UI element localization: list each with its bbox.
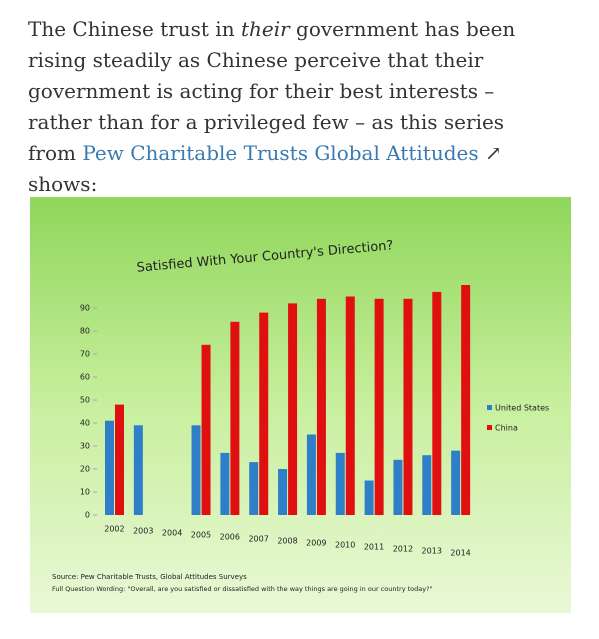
x-tick-label: 2008	[277, 537, 297, 546]
y-tick-label: 20	[80, 465, 90, 474]
x-tick-label: 2006	[220, 533, 240, 542]
chart: Satisfied With Your Country's Direction?…	[30, 197, 571, 613]
bar	[403, 298, 413, 515]
text: ↗	[478, 141, 502, 165]
bar	[306, 434, 316, 515]
bar	[316, 298, 326, 515]
source: Source: Pew Charitable Trusts, Global At…	[52, 573, 247, 581]
text: government has been rising steadily as C…	[28, 17, 516, 165]
x-tick-label: 2010	[335, 541, 355, 550]
legend-swatch	[487, 425, 492, 430]
x-tick-label: 2014	[450, 549, 470, 558]
bar	[201, 344, 211, 515]
bar	[278, 469, 288, 515]
bar	[230, 321, 240, 515]
text: The Chinese trust in	[28, 17, 241, 41]
bar	[461, 285, 471, 515]
x-tick-label: 2013	[422, 547, 442, 556]
x-tick-label: 2011	[364, 543, 384, 552]
x-tick-label: 2003	[133, 527, 153, 536]
bar	[374, 298, 384, 515]
x-tick-label: 2002	[104, 525, 124, 534]
x-tick-label: 2007	[248, 535, 268, 544]
legend-label: China	[495, 424, 518, 433]
x-tick-label: 2012	[393, 545, 413, 554]
bar	[259, 312, 269, 515]
y-tick-label: 40	[80, 419, 90, 428]
legend-label: United States	[495, 404, 549, 413]
bar	[105, 420, 114, 515]
bar	[115, 404, 124, 515]
x-tick-label: 2005	[191, 531, 211, 540]
bar	[191, 425, 201, 515]
bar	[220, 452, 230, 515]
y-tick-label: 60	[80, 373, 90, 382]
y-tick-label: 10	[80, 488, 90, 497]
legend-swatch	[487, 405, 492, 410]
y-tick-label: 70	[80, 350, 90, 359]
link[interactable]: Pew Charitable Trusts Global Attitudes	[82, 141, 479, 165]
bar	[432, 291, 442, 515]
bar	[288, 303, 298, 515]
bar	[249, 462, 259, 515]
y-tick-label: 90	[80, 304, 90, 313]
bar	[335, 452, 345, 515]
text: shows:	[28, 172, 98, 196]
x-tick-label: 2004	[162, 529, 182, 538]
bar	[364, 480, 374, 515]
bar	[133, 425, 143, 515]
bar	[393, 459, 403, 515]
y-tick-label: 30	[80, 442, 90, 451]
x-tick-label: 2009	[306, 539, 326, 548]
bar	[422, 455, 432, 515]
paragraph: The Chinese trust in their government ha…	[28, 14, 558, 200]
y-tick-label: 0	[85, 511, 90, 520]
y-tick-label: 50	[80, 396, 90, 405]
bar	[451, 450, 461, 515]
bar	[345, 296, 355, 515]
emphasis: their	[240, 17, 290, 41]
y-tick-label: 80	[80, 327, 90, 336]
note: Full Question Wording: "Overall, are you…	[52, 585, 433, 593]
